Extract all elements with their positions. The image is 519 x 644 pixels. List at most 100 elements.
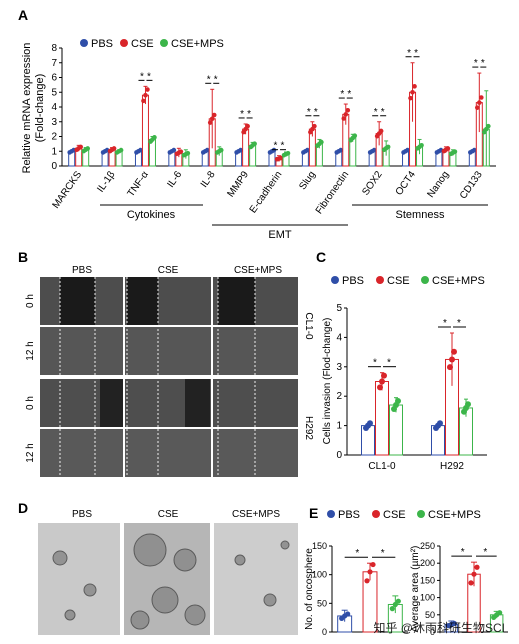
data-point [178,149,184,154]
panel-a-legend: PBS CSE CSE+MPS [80,38,224,50]
data-point [111,146,117,151]
y-tick-label: 4 [51,102,57,113]
panel-c-legend-csemps: CSE+MPS [432,275,485,287]
data-point [449,356,455,363]
wound-cells-r3b [125,379,185,427]
panel-e-legend-csemps: CSE+MPS [428,509,481,521]
sphere-image-pbs [38,523,120,635]
data-point [252,141,257,146]
panel-b-col-pbs: PBS [72,265,92,276]
data-point [385,144,391,150]
data-point [364,578,370,584]
y-tick-label: 7 [51,58,57,69]
panel-e-letter: E [309,505,318,521]
data-point [451,620,457,627]
y-tick-label: 1 [336,421,342,432]
x-tick-label: H292 [440,461,464,472]
panel-b-row1-label: 0 h [25,294,36,308]
significance-star: * [461,547,465,558]
y-tick-label: 0 [430,627,435,637]
data-point [341,116,347,121]
y-tick-label: 50 [425,610,435,620]
panel-c-legend-cse: CSE [387,275,410,287]
legend-cse-label: CSE [131,38,154,50]
data-point [379,378,385,385]
y-tick-label: 150 [312,541,327,551]
x-tick-label: IL-8 [199,169,218,190]
panel-e-legend-cse: CSE [383,509,406,521]
x-tick-label: IL-1β [95,169,117,194]
wound-cells-right [255,277,298,325]
data-point [171,147,177,153]
significance-star: * [457,318,461,329]
data-point [410,89,415,95]
y-tick-label: 8 [51,43,57,54]
legend-csemps-label: CSE+MPS [171,38,224,50]
data-point [371,147,377,153]
significance-star: * [374,107,378,118]
significance-star: * [381,107,385,118]
significance-star: * [483,547,487,558]
y-axis-label: Average area (µm²) [410,546,421,633]
panel-e-legend: PBS CSE CSE+MPS [327,509,481,521]
panel-b-row4-label: 12 h [25,443,36,462]
x-tick-label: Fibronectin [314,169,351,216]
x-tick-label: MARCKS [51,169,85,211]
panel-d-col-pbs: PBS [72,509,92,520]
panel-b-col-cse: CSE [158,265,179,276]
significance-star: * [247,109,251,120]
panel-a-ylabel-line1: Relative mRNA expression [21,43,33,174]
panel-b-images [40,277,298,477]
x-tick-label: SOX2 [360,169,385,198]
data-point [185,150,191,156]
data-point [405,147,410,153]
data-point [245,123,250,129]
data-point [204,147,210,153]
data-point [305,147,310,153]
data-point [85,146,90,151]
significance-star: * [240,109,244,120]
wound-image-row2-overlay [40,327,298,375]
significance-star: * [443,318,447,329]
significance-star: * [355,548,359,559]
data-point [378,128,384,134]
data-point [437,420,443,427]
data-point [477,100,482,105]
panel-c-legend-pbs: PBS [342,275,364,287]
y-tick-label: 6 [51,73,57,84]
data-point [207,120,213,125]
y-tick-label: 3 [51,117,57,128]
y-tick-label: 3 [336,362,342,373]
significance-star: * [147,71,151,82]
significance-star: * [474,58,478,69]
significance-star: * [414,48,418,59]
significance-star: * [140,71,144,82]
wound-cells-r3a [40,379,100,427]
data-point [352,133,358,139]
significance-star: * [207,74,211,85]
panel-c-chart: 0 1 2 3 4 5 CL1-0 * * H292 * * Cells invasion (Flod-… [322,303,487,472]
significance-star: * [381,548,385,559]
data-point [138,147,143,153]
x-tick-label: TNF-α [126,169,152,199]
data-point [408,95,413,101]
data-point [319,139,324,145]
data-point [486,123,491,129]
panel-e-chart-number: 0 50 100 150 * * No. of oncosphere [304,541,408,637]
data-point [465,401,471,408]
x-tick-label: Slug [297,169,317,192]
data-point [419,142,424,148]
significance-star: * [481,58,485,69]
data-point [381,372,387,379]
x-tick-label: OCT4 [394,169,419,198]
watermark-text: 知乎 @沐雨科研生物SCI [373,621,505,635]
y-tick-label: 1 [51,146,57,157]
y-tick-label: 5 [336,303,342,314]
data-point [395,398,401,405]
wound-cells-r3c [210,379,298,427]
data-point [389,606,395,612]
bar-cse [375,381,389,456]
y-axis-label: No. of oncosphere [304,548,315,630]
